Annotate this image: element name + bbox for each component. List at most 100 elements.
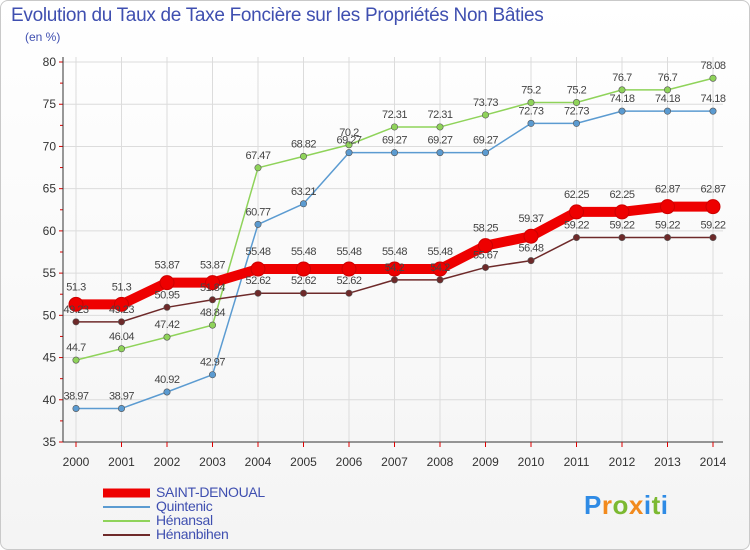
data-point [569, 204, 584, 220]
legend-item-henansal[interactable]: Hénansal [103, 512, 363, 528]
data-label: 73.73 [473, 97, 498, 109]
legend-label: Hénanbihen [156, 526, 229, 542]
data-point [527, 119, 535, 127]
y-tick-label: 70 [43, 139, 57, 153]
data-point [254, 164, 262, 172]
legend-item-henanbihen[interactable]: Hénanbihen [103, 526, 363, 542]
data-label: 59.22 [564, 219, 589, 231]
data-label: 56.48 [518, 243, 543, 255]
data-point [572, 233, 580, 241]
data-label: 49.23 [63, 304, 88, 316]
data-point [390, 149, 398, 157]
data-label: 42.97 [200, 357, 225, 369]
data-point [114, 296, 129, 312]
axes: 35 40 45 50 55 60 65 70 75 80 2000 2001 2002 2003 2004… [43, 55, 727, 469]
logo-letter: x [628, 490, 644, 520]
logo-letter: i [643, 490, 652, 520]
x-tick-label: 2011 [564, 455, 590, 469]
data-point [299, 200, 307, 208]
data-point [163, 333, 171, 341]
data-label: 78.08 [700, 60, 725, 72]
y-tick-label: 60 [43, 224, 57, 238]
data-point [663, 107, 671, 115]
x-tick-label: 2009 [472, 455, 499, 469]
data-point [345, 141, 353, 149]
x-tick-label: 2012 [609, 455, 636, 469]
data-point [618, 86, 626, 94]
y-tick-label: 80 [43, 55, 57, 69]
x-tick-label: 2000 [63, 455, 90, 469]
data-point [527, 99, 535, 107]
data-label: 40.92 [154, 374, 179, 386]
data-point [572, 99, 580, 107]
y-tick-label: 75 [43, 97, 57, 111]
y-tick-label: 40 [43, 393, 57, 407]
data-point [296, 261, 311, 277]
logo-letter: P [584, 490, 602, 520]
data-point [118, 318, 126, 326]
proxiti-logo: Proxiti [584, 490, 668, 521]
y-tick-label: 45 [43, 351, 57, 365]
data-label: 50.95 [154, 289, 179, 301]
data-point [299, 152, 307, 160]
data-point [68, 296, 84, 312]
data-label: 44.7 [66, 342, 86, 354]
legend-item-saint-denoual[interactable]: SAINT-DENOUAL [103, 484, 363, 500]
data-label: 59.22 [609, 219, 634, 231]
data-label: 62.25 [609, 189, 634, 201]
data-point [345, 289, 353, 297]
data-point [572, 119, 580, 127]
data-point [387, 261, 402, 277]
data-point [209, 321, 217, 329]
x-tick-label: 2006 [336, 455, 363, 469]
data-point [663, 86, 671, 94]
data-point [523, 228, 539, 244]
data-label: 75.2 [567, 85, 587, 97]
logo-letter: r [601, 490, 613, 520]
data-label: 38.97 [63, 390, 88, 402]
data-label: 74.18 [609, 93, 634, 105]
data-label: 72.73 [518, 105, 543, 117]
data-label: 59.22 [655, 219, 680, 231]
data-label: 51.3 [66, 281, 86, 293]
legend-label: Hénansal [156, 512, 213, 528]
data-point [299, 289, 307, 297]
chart-title: Evolution du Taux de Taxe Foncière sur l… [11, 5, 544, 26]
data-point [163, 303, 171, 311]
data-point [481, 149, 489, 157]
data-label: 51.3 [112, 281, 132, 293]
legend-label: Quintenic [156, 498, 213, 514]
data-point [618, 233, 626, 241]
data-point [205, 275, 220, 291]
data-point [478, 238, 493, 254]
data-label: 74.18 [700, 93, 725, 105]
data-point [436, 149, 444, 157]
data-point [709, 74, 717, 82]
legend-swatch [103, 506, 150, 508]
data-point [209, 296, 217, 304]
data-point [527, 257, 535, 265]
logo-letter: i [660, 490, 669, 520]
x-tick-label: 2014 [700, 455, 727, 469]
y-tick-label: 50 [43, 308, 57, 322]
data-point [72, 356, 80, 364]
data-label: 72.31 [427, 109, 452, 121]
data-point [709, 107, 717, 115]
data-point [254, 220, 262, 228]
legend-item-quintenic[interactable]: Quintenic [103, 498, 363, 514]
data-point [72, 404, 80, 412]
y-tick-label: 65 [43, 182, 57, 196]
logo-letter: t [651, 490, 661, 520]
data-point [436, 123, 444, 131]
data-label: 62.25 [564, 189, 589, 201]
x-tick-label: 2003 [199, 455, 226, 469]
data-point [345, 149, 353, 157]
data-point [163, 388, 171, 396]
data-label: 69.27 [336, 135, 361, 147]
logo-letter: o [612, 490, 629, 520]
data-point [390, 276, 398, 284]
data-point [118, 404, 126, 412]
data-label: 76.7 [612, 72, 632, 84]
data-point [618, 107, 626, 115]
